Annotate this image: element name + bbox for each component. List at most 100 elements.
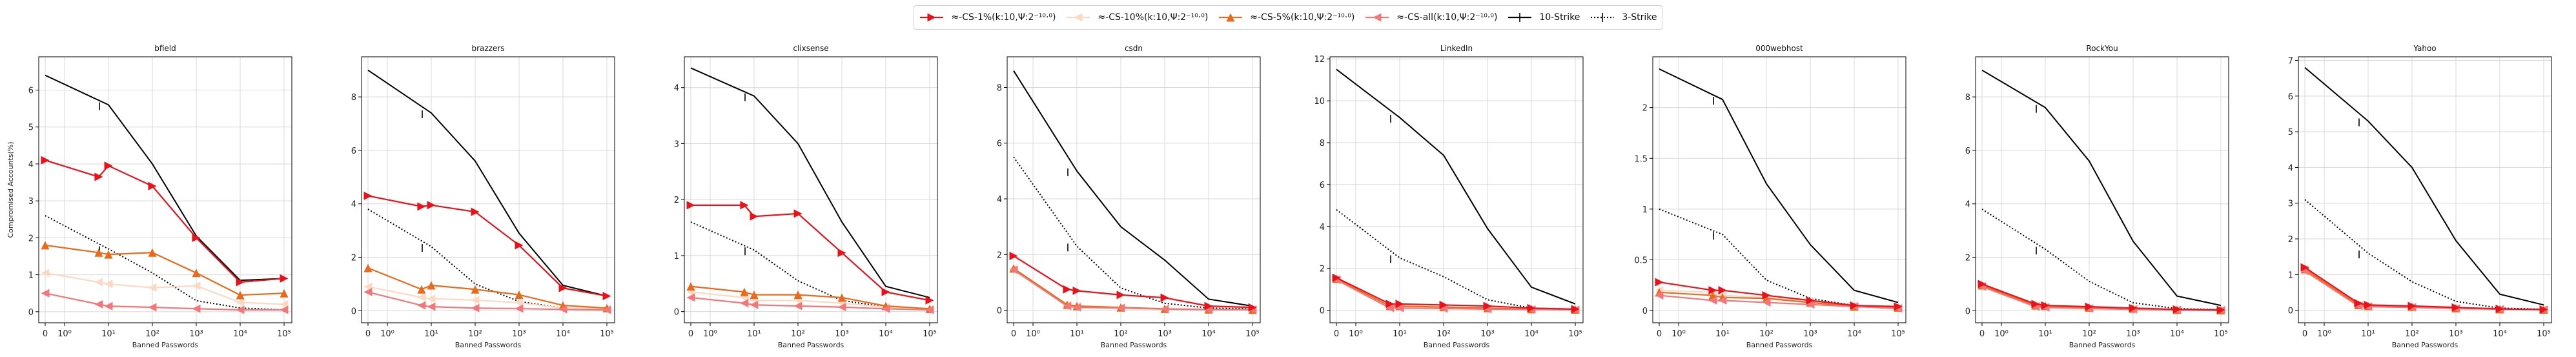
x-tick-label: 10¹ — [2361, 329, 2375, 339]
y-tick-label: 6 — [1320, 181, 1325, 190]
y-tick-label: 1.5 — [1634, 154, 1648, 164]
x-axis-label: Banned Passwords — [455, 341, 522, 349]
data-point — [94, 248, 103, 257]
series-cs-1-k-10-2 — [1655, 278, 1903, 311]
y-tick-label: 10 — [1314, 97, 1325, 107]
data-point — [363, 282, 373, 291]
x-tick-label: 10⁰ — [1026, 329, 1040, 339]
series-3-strike — [1336, 209, 1576, 310]
data-point — [602, 305, 611, 314]
panel-title: brazzers — [471, 44, 504, 53]
data-point — [94, 172, 103, 181]
series-cs-1-k-10-2 — [363, 191, 611, 301]
legend-swatch — [1591, 13, 1615, 22]
series-line — [1013, 70, 1253, 307]
x-tick-label: 10⁴ — [233, 329, 247, 339]
series-line — [1013, 156, 1253, 310]
data-point — [192, 233, 201, 242]
y-tick-label: 8 — [351, 93, 356, 103]
y-tick-label: 0 — [1320, 307, 1325, 316]
data-point — [515, 241, 524, 250]
plot-frame — [684, 56, 938, 323]
data-point — [148, 181, 157, 190]
y-tick-label: 6 — [2288, 92, 2293, 102]
data-point — [1762, 298, 1771, 307]
data-point — [236, 305, 245, 314]
panel-title: 000webhost — [1755, 44, 1803, 53]
data-point — [515, 304, 524, 313]
data-point — [471, 303, 480, 312]
y-tick-label: 0 — [997, 307, 1002, 316]
legend-label: 3-Strike — [1622, 12, 1657, 23]
y-tick-label: 0 — [351, 307, 356, 316]
data-point — [41, 289, 50, 298]
data-point — [1655, 278, 1664, 287]
y-tick-label: 2 — [1320, 265, 1325, 274]
series-line — [367, 69, 608, 297]
legend-label: 10-Strike — [1539, 12, 1580, 23]
data-point — [363, 287, 373, 296]
data-point — [1850, 301, 1859, 310]
data-point — [104, 301, 113, 311]
series-3-strike — [1659, 208, 1899, 309]
series-10-strike — [367, 69, 608, 297]
y-tick-label: 4 — [28, 160, 34, 170]
data-point — [1332, 273, 1341, 282]
x-tick-label: 10⁵ — [1245, 329, 1260, 339]
data-point — [363, 191, 373, 200]
plot-frame — [1652, 56, 1906, 323]
legend-swatch — [1219, 13, 1243, 22]
y-tick-label: 2 — [351, 254, 356, 263]
x-tick-label: 10² — [1114, 329, 1128, 339]
series-3-strike — [2304, 199, 2544, 310]
data-point — [1009, 251, 1018, 260]
data-point — [515, 291, 524, 300]
x-axis-label: Banned Passwords — [1424, 341, 1490, 349]
x-tick-label: 10² — [1436, 329, 1451, 339]
y-tick-label: 2 — [997, 250, 1002, 260]
panel-bfield: bfield 0 1 2 3 4 5 6 0 10⁰ 10¹ 10² 10³ 10⁴ 10⁵ Banned P… — [6, 44, 292, 349]
data-point — [104, 250, 113, 259]
panel-title: csdn — [1125, 44, 1143, 53]
legend-label: ≈-CS-10%(k:10,Ψ:2⁻¹⁰·⁰) — [1098, 12, 1209, 23]
y-tick-label: 8 — [997, 83, 1002, 93]
legend-swatch — [1508, 13, 1532, 22]
y-tick-label: 4 — [351, 200, 356, 210]
y-tick-label: 1 — [674, 252, 679, 261]
x-tick-label: 10³ — [512, 329, 526, 339]
y-tick-label: 0 — [1642, 307, 1648, 316]
y-tick-label: 0 — [1965, 307, 1970, 316]
data-point — [740, 299, 749, 308]
series-3-strike — [1013, 156, 1253, 310]
x-tick-label: 10⁰ — [703, 329, 717, 339]
x-tick-label: 10³ — [2449, 329, 2463, 339]
data-point — [2451, 303, 2460, 312]
x-tick-label: 10¹ — [424, 329, 438, 339]
series-cs-all-k-10-2 — [686, 293, 934, 314]
x-tick-label: 10⁴ — [2493, 329, 2507, 339]
data-point — [280, 300, 289, 309]
legend-swatch-marker — [1074, 13, 1083, 22]
data-point — [1439, 304, 1448, 313]
series-3-strike — [45, 215, 285, 311]
data-point — [280, 289, 289, 298]
series-10-strike — [45, 74, 285, 281]
series-10-strike — [1659, 68, 1899, 303]
y-tick-label: 0 — [28, 308, 34, 318]
data-point — [280, 305, 289, 314]
data-point — [881, 304, 890, 313]
x-axis-label: Banned Passwords — [2069, 341, 2136, 349]
data-point — [2495, 304, 2504, 313]
data-point — [881, 287, 890, 296]
data-point — [1395, 303, 1404, 312]
data-point — [2300, 263, 2309, 272]
data-point — [2085, 302, 2094, 311]
data-point — [417, 202, 426, 211]
series-line — [45, 159, 285, 283]
y-tick-label: 1 — [28, 271, 34, 281]
data-point — [1762, 291, 1771, 300]
data-point — [925, 305, 934, 314]
x-tick-label: 10⁰ — [2317, 329, 2331, 339]
x-tick-label: 10⁴ — [879, 329, 893, 339]
panel-clixsense: clixsense 0 1 2 3 4 0 10⁰ 10¹ 10² 10³ 10⁴ 10⁵ Banned … — [674, 44, 938, 349]
